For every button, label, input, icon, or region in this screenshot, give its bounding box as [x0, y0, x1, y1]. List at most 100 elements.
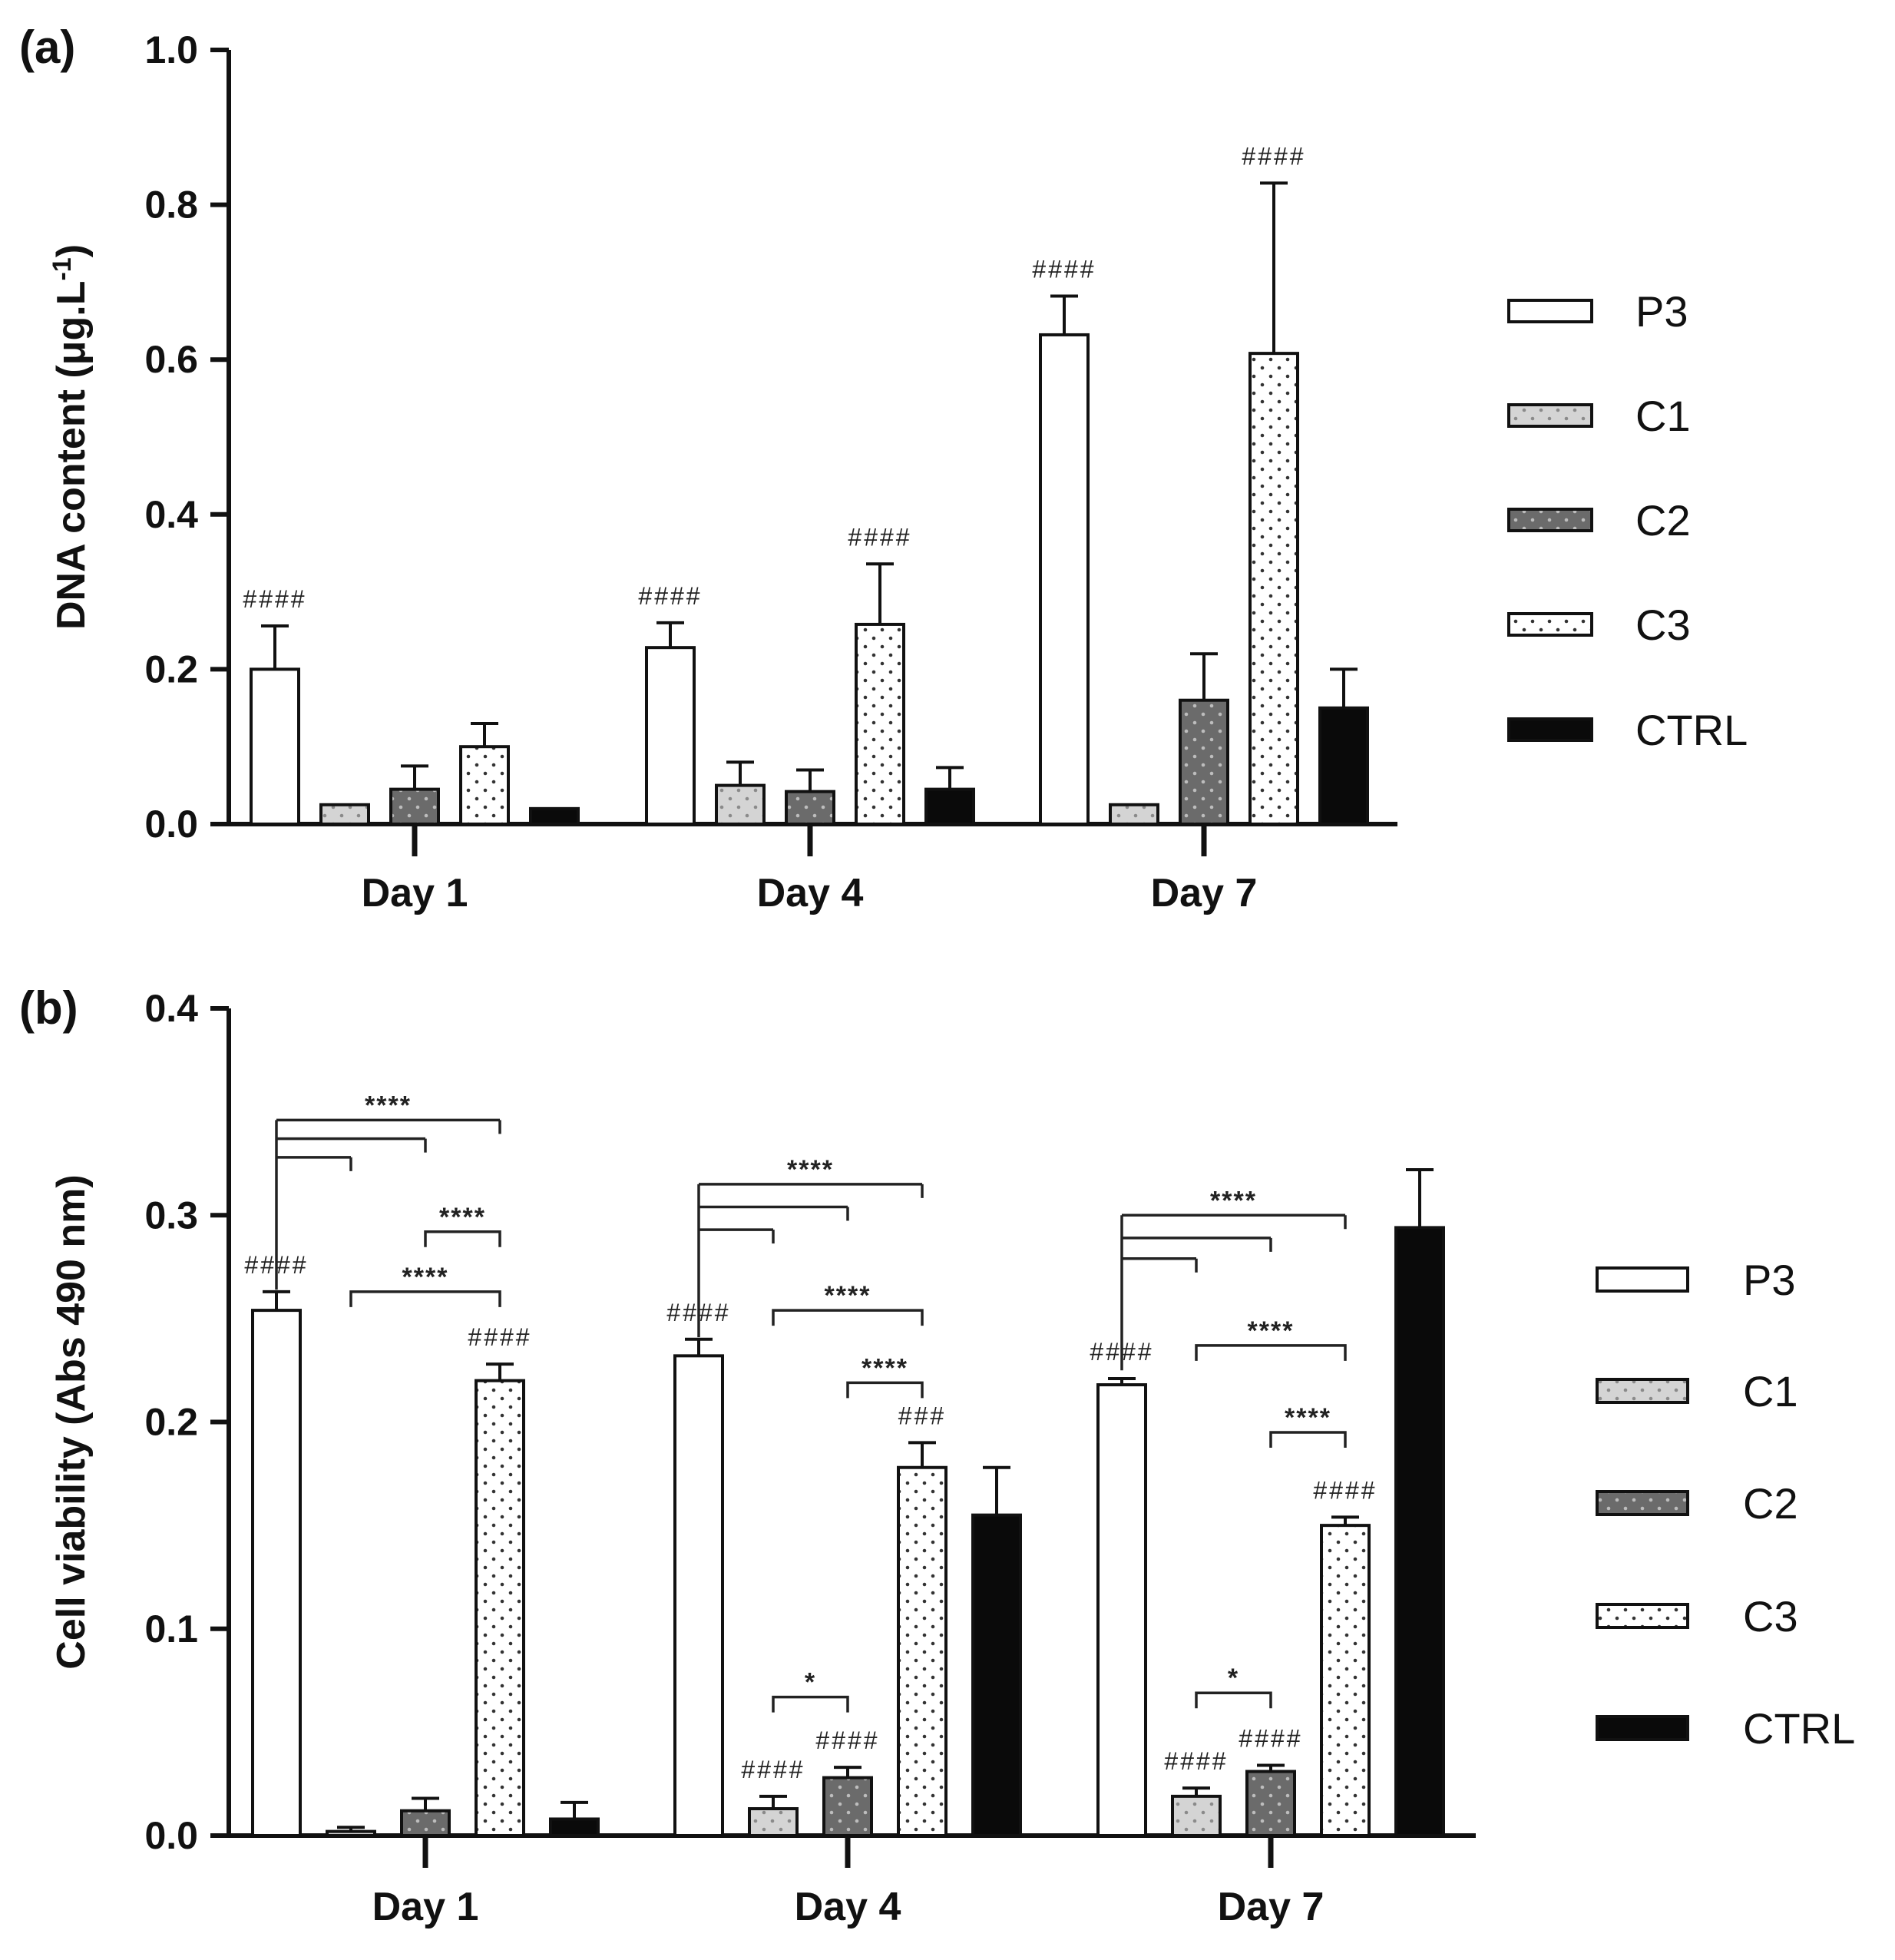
bar-c2-day-4 [822, 1776, 873, 1838]
legend-swatch-c3 [1596, 1603, 1689, 1629]
y-tick-label: 0.0 [144, 1814, 198, 1857]
y-axis-title-superscript: -1 [48, 257, 77, 280]
bar-p3-day-7 [1096, 1383, 1147, 1838]
significance-stars: **** [1285, 1403, 1331, 1432]
y-axis-title: DNA content (μg.L-1) [48, 244, 94, 630]
bar-c1-day-4 [748, 1806, 799, 1838]
significance-stars: **** [1248, 1316, 1295, 1346]
significance-hash-mark: #### [243, 585, 306, 613]
y-axis-title-tail: ) [49, 244, 94, 257]
x-tick-label-day-4: Day 4 [795, 1885, 901, 1929]
bar-c1-day-4 [715, 783, 766, 826]
y-tick-label: 0.4 [144, 987, 198, 1030]
y-tick-label: 0.3 [144, 1194, 198, 1237]
significance-stars: * [1228, 1664, 1239, 1693]
bar-ctrl-day-4 [971, 1513, 1022, 1837]
bar-p3-day-4 [645, 646, 696, 826]
x-tick-label-day-4: Day 4 [757, 871, 864, 915]
significance-bracket [1195, 1691, 1272, 1709]
significance-hash-mark: #### [468, 1323, 531, 1351]
significance-hash-mark: #### [1164, 1747, 1228, 1775]
legend-swatch-p3 [1507, 299, 1593, 323]
bar-c3-day-7 [1248, 352, 1299, 826]
panel-a-dna-content-chart: (a) DNA content (μg.L-1) 0.0 0.2 0.4 0.6 0.8 1.… [19, 22, 1748, 915]
bar-p3-day-1 [250, 667, 300, 826]
significance-hash-mark: #### [741, 1756, 805, 1783]
legend-label-c3: C3 [1635, 601, 1691, 649]
bar-p3-day-4 [673, 1354, 724, 1837]
y-tick-label: 0.2 [144, 647, 198, 690]
legend-label-c1: C1 [1635, 392, 1691, 440]
significance-bracket [349, 1290, 501, 1307]
x-tick-label-day-1: Day 1 [372, 1885, 479, 1929]
significance-hash-mark: ### [898, 1402, 946, 1429]
y-tick-label: 0.0 [144, 803, 198, 846]
legend-label-ctrl: CTRL [1743, 1704, 1855, 1753]
legend-swatch-c2 [1596, 1490, 1689, 1516]
bar-c3-day-7 [1320, 1524, 1371, 1837]
significance-hash-mark: #### [638, 582, 702, 610]
significance-hash-mark: #### [1032, 256, 1096, 283]
bar-ctrl-day-7 [1394, 1226, 1445, 1837]
bar-c2-day-1 [389, 787, 440, 826]
significance-bracket [1269, 1431, 1347, 1448]
legend-swatch-ctrl [1507, 717, 1593, 742]
bar-c3-day-1 [459, 745, 510, 826]
y-axis-title-main: DNA content (μg.L [49, 281, 94, 631]
significance-stars: **** [439, 1203, 486, 1232]
bar-ctrl-day-1 [529, 806, 580, 826]
y-tick-label: 0.4 [144, 493, 198, 536]
y-tick-label: 1.0 [144, 28, 198, 71]
legend-label-c2: C2 [1635, 496, 1691, 545]
y-tick-label: 0.2 [144, 1401, 198, 1444]
legend-label-p3: P3 [1743, 1256, 1796, 1304]
bar-c2-day-1 [400, 1809, 451, 1837]
bar-c1-day-1 [319, 803, 370, 826]
legend-swatch-p3 [1596, 1266, 1689, 1293]
x-tick-label-day-7: Day 7 [1218, 1885, 1325, 1929]
y-axis-title: Cell viability (Abs 490 nm) [49, 1174, 94, 1669]
bar-ctrl-day-7 [1318, 706, 1369, 826]
significance-bracket [424, 1230, 501, 1247]
significance-stars: **** [365, 1091, 412, 1120]
legend-label-c1: C1 [1743, 1367, 1798, 1415]
legend-swatch-c1 [1507, 403, 1593, 428]
x-tick-label-day-7: Day 7 [1151, 871, 1258, 915]
y-tick-label: 0.6 [144, 338, 198, 381]
legend-swatch-c3 [1507, 612, 1593, 637]
x-tick-label-day-1: Day 1 [362, 871, 468, 915]
legend-label-p3: P3 [1635, 287, 1688, 336]
bar-p3-day-7 [1039, 333, 1090, 826]
significance-bracket [1195, 1344, 1347, 1361]
panel-b-cell-viability-chart: (b) Cell viability (Abs 490 nm) 0.0 0.1 0.2 0… [19, 982, 1855, 1929]
bar-c3-day-4 [855, 622, 905, 826]
significance-stars: **** [402, 1263, 449, 1292]
bar-ctrl-day-1 [549, 1817, 600, 1837]
significance-bracket [772, 1695, 849, 1713]
legend-label-c2: C2 [1743, 1479, 1798, 1528]
significance-hash-mark: #### [1239, 1724, 1302, 1752]
legend-swatch-c2 [1507, 508, 1593, 532]
y-axis-title-main: Cell viability (Abs 490 nm) [49, 1174, 94, 1669]
panel-label: (a) [19, 22, 75, 73]
significance-stars: **** [825, 1281, 871, 1310]
significance-bracket [846, 1381, 924, 1399]
bar-ctrl-day-4 [924, 787, 975, 826]
significance-stars: **** [787, 1155, 834, 1184]
panel-label: (b) [19, 982, 78, 1034]
significance-stars: **** [1210, 1186, 1257, 1215]
y-tick-label: 0.1 [144, 1607, 198, 1650]
significance-hash-mark: #### [1242, 142, 1305, 170]
bar-c2-day-4 [785, 790, 835, 826]
bar-c2-day-7 [1179, 698, 1229, 826]
legend-swatch-c1 [1596, 1378, 1689, 1404]
bar-c1-day-7 [1109, 803, 1159, 826]
significance-bracket [772, 1309, 924, 1326]
bar-c3-day-4 [897, 1465, 948, 1837]
legend-label-ctrl: CTRL [1635, 706, 1748, 754]
significance-stars: **** [862, 1353, 908, 1382]
significance-hash-mark: #### [1313, 1476, 1377, 1504]
bar-c1-day-7 [1171, 1794, 1222, 1838]
bar-c2-day-7 [1245, 1770, 1296, 1837]
